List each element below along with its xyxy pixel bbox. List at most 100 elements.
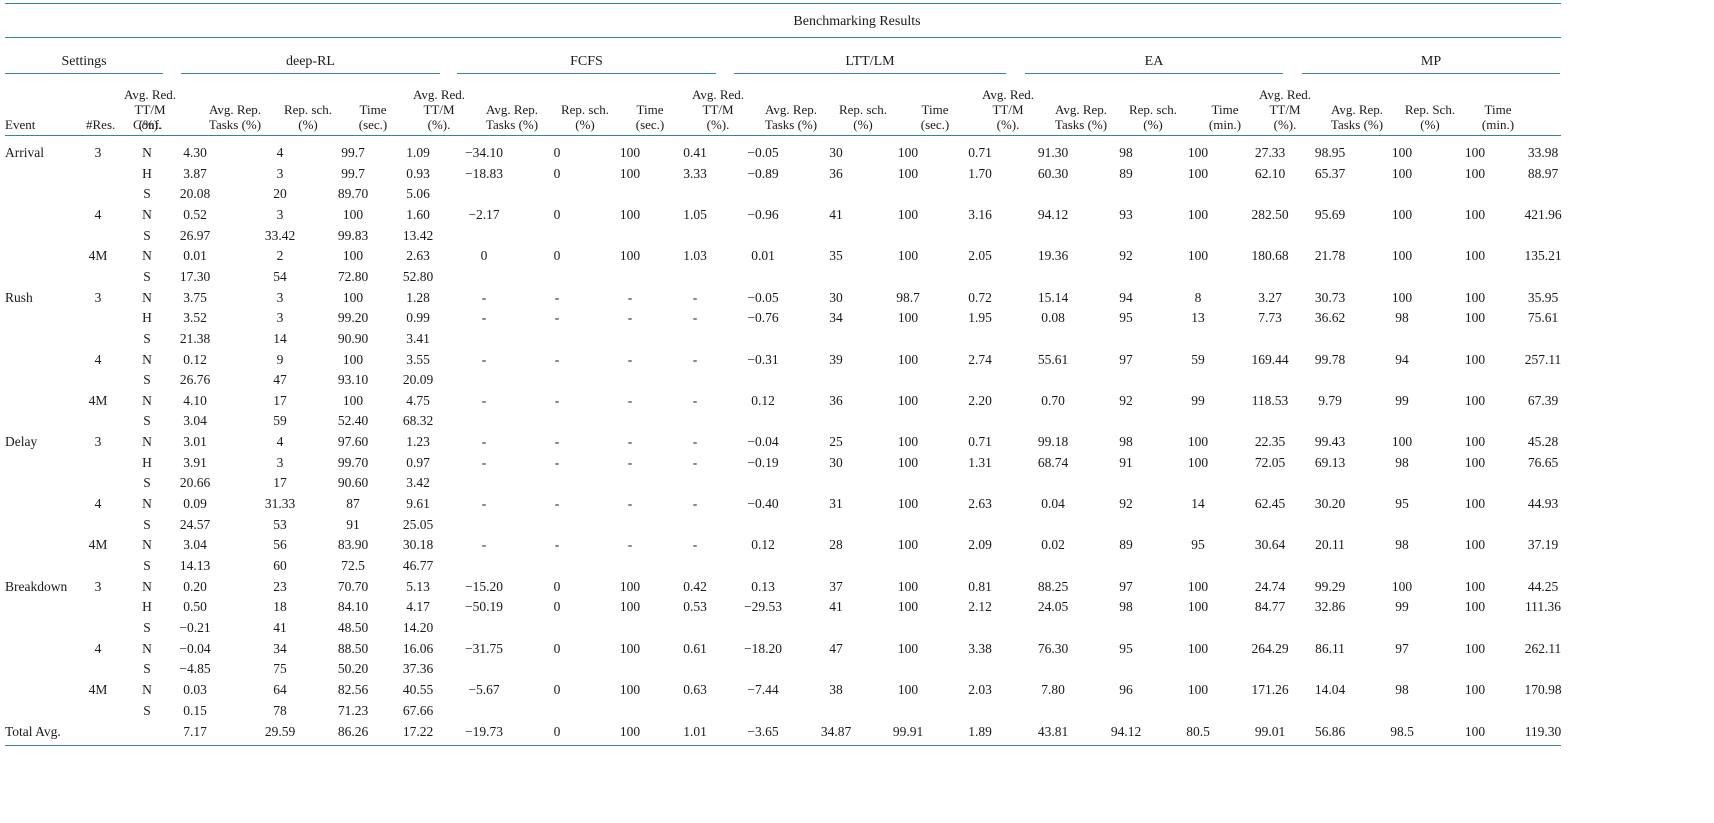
header-mp-col-3: Rep. Sch. (%): [1404, 102, 1456, 132]
cell: 44.25: [1527, 578, 1559, 594]
cell: −5.67: [468, 681, 500, 697]
cell: 89: [1119, 537, 1133, 553]
cell: 94: [1395, 351, 1409, 367]
cell: 3.91: [183, 454, 207, 470]
cell: 0.52: [183, 206, 207, 222]
cell: 1.09: [406, 145, 430, 160]
cell: 32.86: [1314, 599, 1346, 615]
cell: 99.29: [1314, 578, 1346, 594]
cell: 17: [273, 475, 287, 491]
cell: 37.36: [402, 661, 434, 677]
cell: 1.23: [406, 434, 430, 450]
top-rule: [5, 3, 1561, 4]
cell: −0.96: [747, 206, 779, 222]
cell: −0.04: [179, 640, 211, 656]
header-ea-col-4: Time (min.): [1208, 102, 1242, 132]
cell: 72.5: [341, 558, 365, 573]
cell: 3.38: [968, 640, 992, 656]
cell: 100: [1187, 248, 1209, 264]
table-row: 4M N 0.03 64 82.56 40.55 −5.67 0 100 0.63 −7.44 38 1…: [0, 680, 1714, 702]
table-row: H 3.87 3 99.7 0.93 −18.83 0 100 3.33 −0.89 36 100 1.…: [0, 164, 1714, 186]
title-rule: [5, 37, 1561, 38]
cell: 100: [1464, 351, 1486, 367]
cell: 45.28: [1527, 434, 1559, 450]
cell: 118.53: [1251, 392, 1289, 408]
cell: 2.63: [406, 248, 430, 264]
table-row: S 17.30 54 72.80 52.80: [0, 267, 1714, 289]
cell: 33.42: [264, 227, 296, 243]
cell: 36.62: [1314, 310, 1346, 326]
cell: 65.37: [1314, 165, 1346, 181]
cell: 14: [273, 330, 287, 346]
cell: 0.70: [1041, 392, 1065, 408]
cell: 3.55: [406, 351, 430, 367]
cell: 56: [273, 537, 287, 553]
cell: 100: [1464, 206, 1486, 222]
cell: 0.50: [183, 599, 207, 615]
table-row: S 26.76 47 93.10 20.09: [0, 370, 1714, 392]
cell: −50.19: [465, 599, 503, 615]
table-row: S 20.08 20 89.70 5.06: [0, 184, 1714, 206]
cell: 87: [346, 496, 360, 512]
cell: 2: [276, 248, 284, 264]
cell: 99: [1191, 392, 1205, 408]
cell: -: [627, 537, 633, 553]
cell: 46.77: [402, 558, 434, 573]
cell: 100: [1187, 454, 1209, 470]
cell: −0.05: [747, 289, 779, 305]
cell: N: [142, 537, 152, 553]
cell: 14.04: [1314, 681, 1346, 697]
cell: 100: [1391, 248, 1413, 264]
cell: 99.01: [1254, 724, 1286, 739]
header-deeprl-col-2: Avg. Rep. Tasks (%): [208, 102, 262, 132]
cell: 98: [1119, 434, 1133, 450]
cell: 169.44: [1251, 351, 1289, 367]
cell: 100: [897, 640, 919, 656]
cell: 100: [897, 434, 919, 450]
cell: 0: [480, 248, 488, 264]
cell: -: [481, 454, 487, 470]
cell: 421.96: [1524, 206, 1562, 222]
group-ea: EA: [1144, 54, 1164, 69]
header-fcfs-col-3: Rep. sch. (%): [560, 102, 610, 132]
cell: 21.78: [1314, 248, 1346, 264]
cell: 68.74: [1037, 454, 1069, 470]
cell: 92: [1119, 392, 1133, 408]
group-ltt: LTT/LM: [845, 54, 895, 69]
cell: 0.09: [183, 496, 207, 512]
cell: 100: [1464, 392, 1486, 408]
cell: 3.33: [683, 165, 707, 181]
cell: 90.60: [337, 475, 369, 491]
cell: 100: [897, 599, 919, 615]
cell: 1.01: [683, 724, 707, 739]
cell: 34.87: [820, 724, 852, 739]
header-fcfs-col-2: Avg. Rep. Tasks (%): [485, 102, 539, 132]
cell: S: [143, 702, 151, 718]
cell: 3: [94, 434, 102, 450]
cell: -: [481, 392, 487, 408]
cell: 33.98: [1527, 145, 1559, 160]
cell: 52.80: [402, 268, 434, 284]
cell: N: [142, 496, 152, 512]
cell: 55.61: [1037, 351, 1069, 367]
cell: 4.75: [406, 392, 430, 408]
cell: 100: [1391, 145, 1413, 160]
cell: 4M: [88, 681, 108, 697]
cell: 100: [619, 248, 641, 264]
cell: 99.43: [1314, 434, 1346, 450]
cell: Rush: [5, 289, 33, 305]
cell: 171.26: [1251, 681, 1289, 697]
cell: 99.7: [341, 145, 365, 160]
cell: 99.91: [892, 724, 924, 739]
cell: -: [692, 289, 698, 305]
cell: 100: [1464, 578, 1486, 594]
cell: 37.19: [1527, 537, 1559, 553]
cell: 94.12: [1110, 724, 1142, 739]
cell: 22.35: [1254, 434, 1286, 450]
cell: N: [142, 578, 152, 594]
cell: 4: [94, 206, 102, 222]
cell: 0: [553, 165, 561, 181]
cell: 100: [1187, 599, 1209, 615]
cell: 50.20: [337, 661, 369, 677]
